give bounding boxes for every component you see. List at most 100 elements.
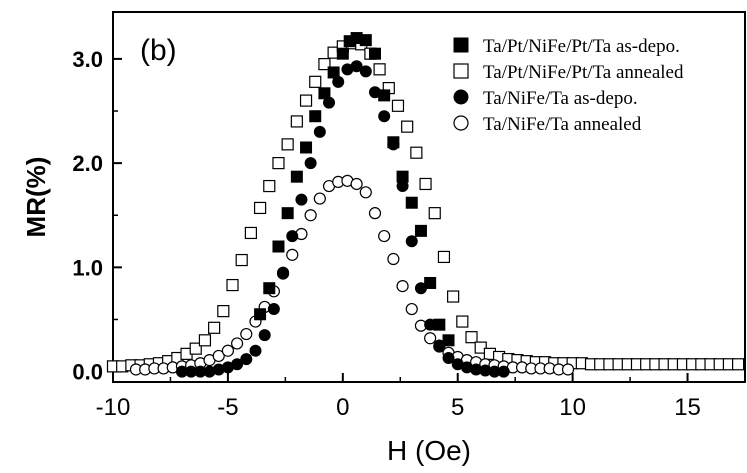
x-tick-label: 0 [336,394,349,421]
legend-marker [453,37,469,53]
data-point [253,201,267,215]
data-point [378,89,391,102]
data-point [263,179,276,193]
x-tick-label: 10 [559,394,586,421]
legend-marker [453,89,469,105]
data-point [313,125,326,138]
plot-frame [112,11,746,383]
x-axis-title: H (Oe) [387,435,471,466]
data-point [437,250,451,264]
data-point [254,308,267,321]
data-point [235,253,248,267]
data-point [359,34,372,47]
series-square-open [106,37,745,373]
series-square-filled [254,32,455,347]
data-point [474,341,487,354]
legend-marker [453,115,469,131]
data-point [309,110,322,123]
data-point [240,353,253,366]
data-point [387,252,400,266]
y-tick-label: 3.0 [72,47,103,72]
y-axis-title: MR(%) [21,157,51,238]
data-point [212,349,225,363]
data-point [387,136,400,149]
data-point [198,334,212,347]
data-point [391,99,405,112]
data-point [290,170,303,183]
y-tick-label: 2.0 [72,151,103,176]
data-point [286,248,299,261]
data-point [263,282,276,295]
data-point [350,177,363,191]
data-point [378,110,391,123]
data-point [465,331,478,344]
data-point [258,329,271,342]
data-point [226,278,239,292]
data-point [433,318,446,331]
legend-entry-label: Ta/Pt/NiFe/Pt/Ta as-depo. [483,36,680,57]
data-point [304,157,317,170]
data-point [424,276,437,289]
data-point [359,186,372,199]
data-point [359,65,372,78]
data-point [272,240,285,253]
data-point [309,75,322,88]
data-point [497,365,510,378]
data-point [281,207,294,220]
data-point [401,120,414,133]
data-point [405,302,418,316]
x-tick-label: -5 [217,394,238,421]
data-point [290,115,303,128]
legend-entry-label: Ta/Pt/NiFe/Pt/Ta annealed [483,62,684,83]
data-point [231,337,244,350]
data-point [405,196,418,209]
data-point [300,141,313,154]
data-point [405,235,418,248]
y-tick-label: 0.0 [72,360,103,385]
data-point [336,47,349,60]
data-point [221,344,235,357]
data-point [419,177,432,191]
data-point [281,138,294,151]
data-point [732,358,745,371]
data-point [378,229,391,243]
data-point [217,305,230,318]
data-point [447,290,460,303]
data-point [286,230,299,243]
data-point [424,332,437,345]
data-markers [106,32,745,378]
data-point [368,207,382,220]
data-point [244,226,257,240]
data-point [428,207,441,220]
data-point [414,224,427,237]
series-circle-filled [175,60,510,378]
data-point [277,266,290,279]
data-point [249,344,262,357]
data-point [373,63,386,76]
panel-label: (b) [140,34,177,67]
data-point [267,303,280,316]
x-axis-ticks: -10 -5 0 5 10 15 [96,373,701,421]
legend-entry-label: Ta/NiFe/Ta as-depo. [483,88,638,109]
data-point [442,334,455,347]
data-point [456,315,469,328]
x-tick-label: 5 [451,394,464,421]
data-point [442,352,455,365]
data-point [313,192,326,205]
data-point [327,66,340,79]
legend-marker [453,63,469,79]
data-point [295,193,308,206]
x-tick-label: -10 [96,394,131,421]
data-point [396,170,409,183]
data-point [396,280,409,293]
y-axis-ticks: 0.0 1.0 2.0 3.0 [72,47,122,385]
legend: Ta/Pt/NiFe/Pt/Ta as-depo. Ta/Pt/NiFe/Pt/T… [453,36,684,135]
data-point [272,157,285,170]
data-point [561,363,575,376]
data-point [189,342,202,355]
data-point [299,94,313,107]
data-point [350,60,363,73]
legend-entry-label: Ta/NiFe/Ta annealed [483,114,642,135]
